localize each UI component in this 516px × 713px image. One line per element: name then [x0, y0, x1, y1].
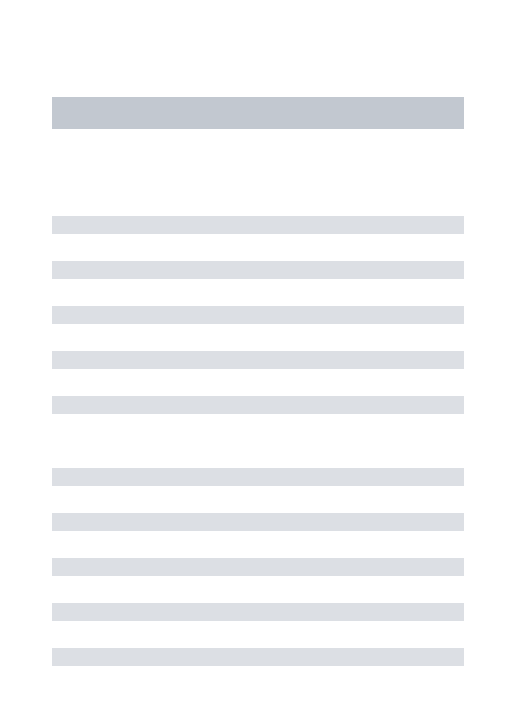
skeleton-line — [52, 513, 464, 531]
skeleton-line — [52, 648, 464, 666]
skeleton-line — [52, 306, 464, 324]
skeleton-line — [52, 558, 464, 576]
skeleton-line — [52, 261, 464, 279]
skeleton-line — [52, 216, 464, 234]
skeleton-title-bar — [52, 97, 464, 129]
skeleton-line — [52, 396, 464, 414]
skeleton-line — [52, 603, 464, 621]
skeleton-line — [52, 351, 464, 369]
skeleton-line — [52, 468, 464, 486]
